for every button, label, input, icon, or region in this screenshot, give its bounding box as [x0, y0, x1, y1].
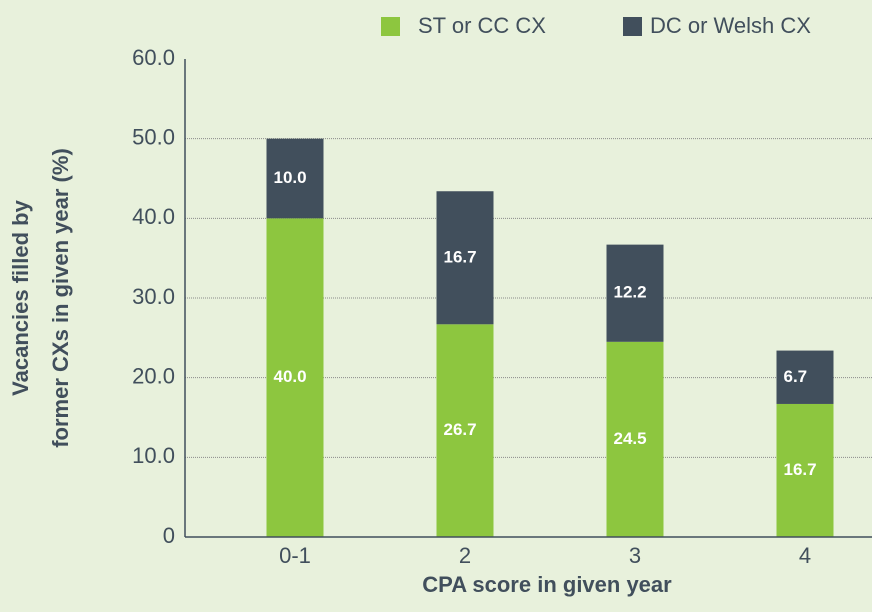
- x-axis-label: CPA score in given year: [422, 572, 672, 597]
- y-tick-label: 10.0: [132, 443, 175, 468]
- legend-label: DC or Welsh CX: [650, 13, 811, 38]
- bar-segment: [436, 191, 494, 325]
- bar-segment: [606, 244, 664, 342]
- x-tick-label: 3: [629, 543, 641, 568]
- y-tick-label: 50.0: [132, 124, 175, 149]
- y-tick-label: 0: [163, 523, 175, 548]
- bar-segment: [436, 324, 494, 537]
- data-label: 24.5: [614, 429, 647, 448]
- y-axis-label: Vacancies filled by: [8, 199, 33, 395]
- y-tick-label: 30.0: [132, 284, 175, 309]
- y-tick-label: 20.0: [132, 363, 175, 388]
- data-label: 10.0: [274, 168, 307, 187]
- x-tick-label: 2: [459, 543, 471, 568]
- y-tick-label: 40.0: [132, 204, 175, 229]
- data-label: 16.7: [444, 247, 477, 266]
- y-tick-label: 60.0: [132, 45, 175, 70]
- data-label: 26.7: [444, 420, 477, 439]
- legend-swatch: [623, 17, 642, 36]
- legend-swatch: [381, 17, 400, 36]
- bar-segment: [776, 403, 834, 537]
- bar-segment: [606, 341, 664, 537]
- data-label: 12.2: [614, 283, 647, 302]
- data-label: 40.0: [274, 367, 307, 386]
- y-axis-label: former CXs in given year (%): [48, 148, 73, 448]
- x-tick-label: 0-1: [279, 543, 311, 568]
- bar-segment: [266, 218, 324, 538]
- bar-segment: [266, 138, 324, 219]
- legend-label: ST or CC CX: [418, 13, 546, 38]
- bar-segment: [776, 350, 834, 404]
- x-tick-label: 4: [799, 543, 811, 568]
- data-label: 16.7: [784, 460, 817, 479]
- data-label: 6.7: [784, 367, 808, 386]
